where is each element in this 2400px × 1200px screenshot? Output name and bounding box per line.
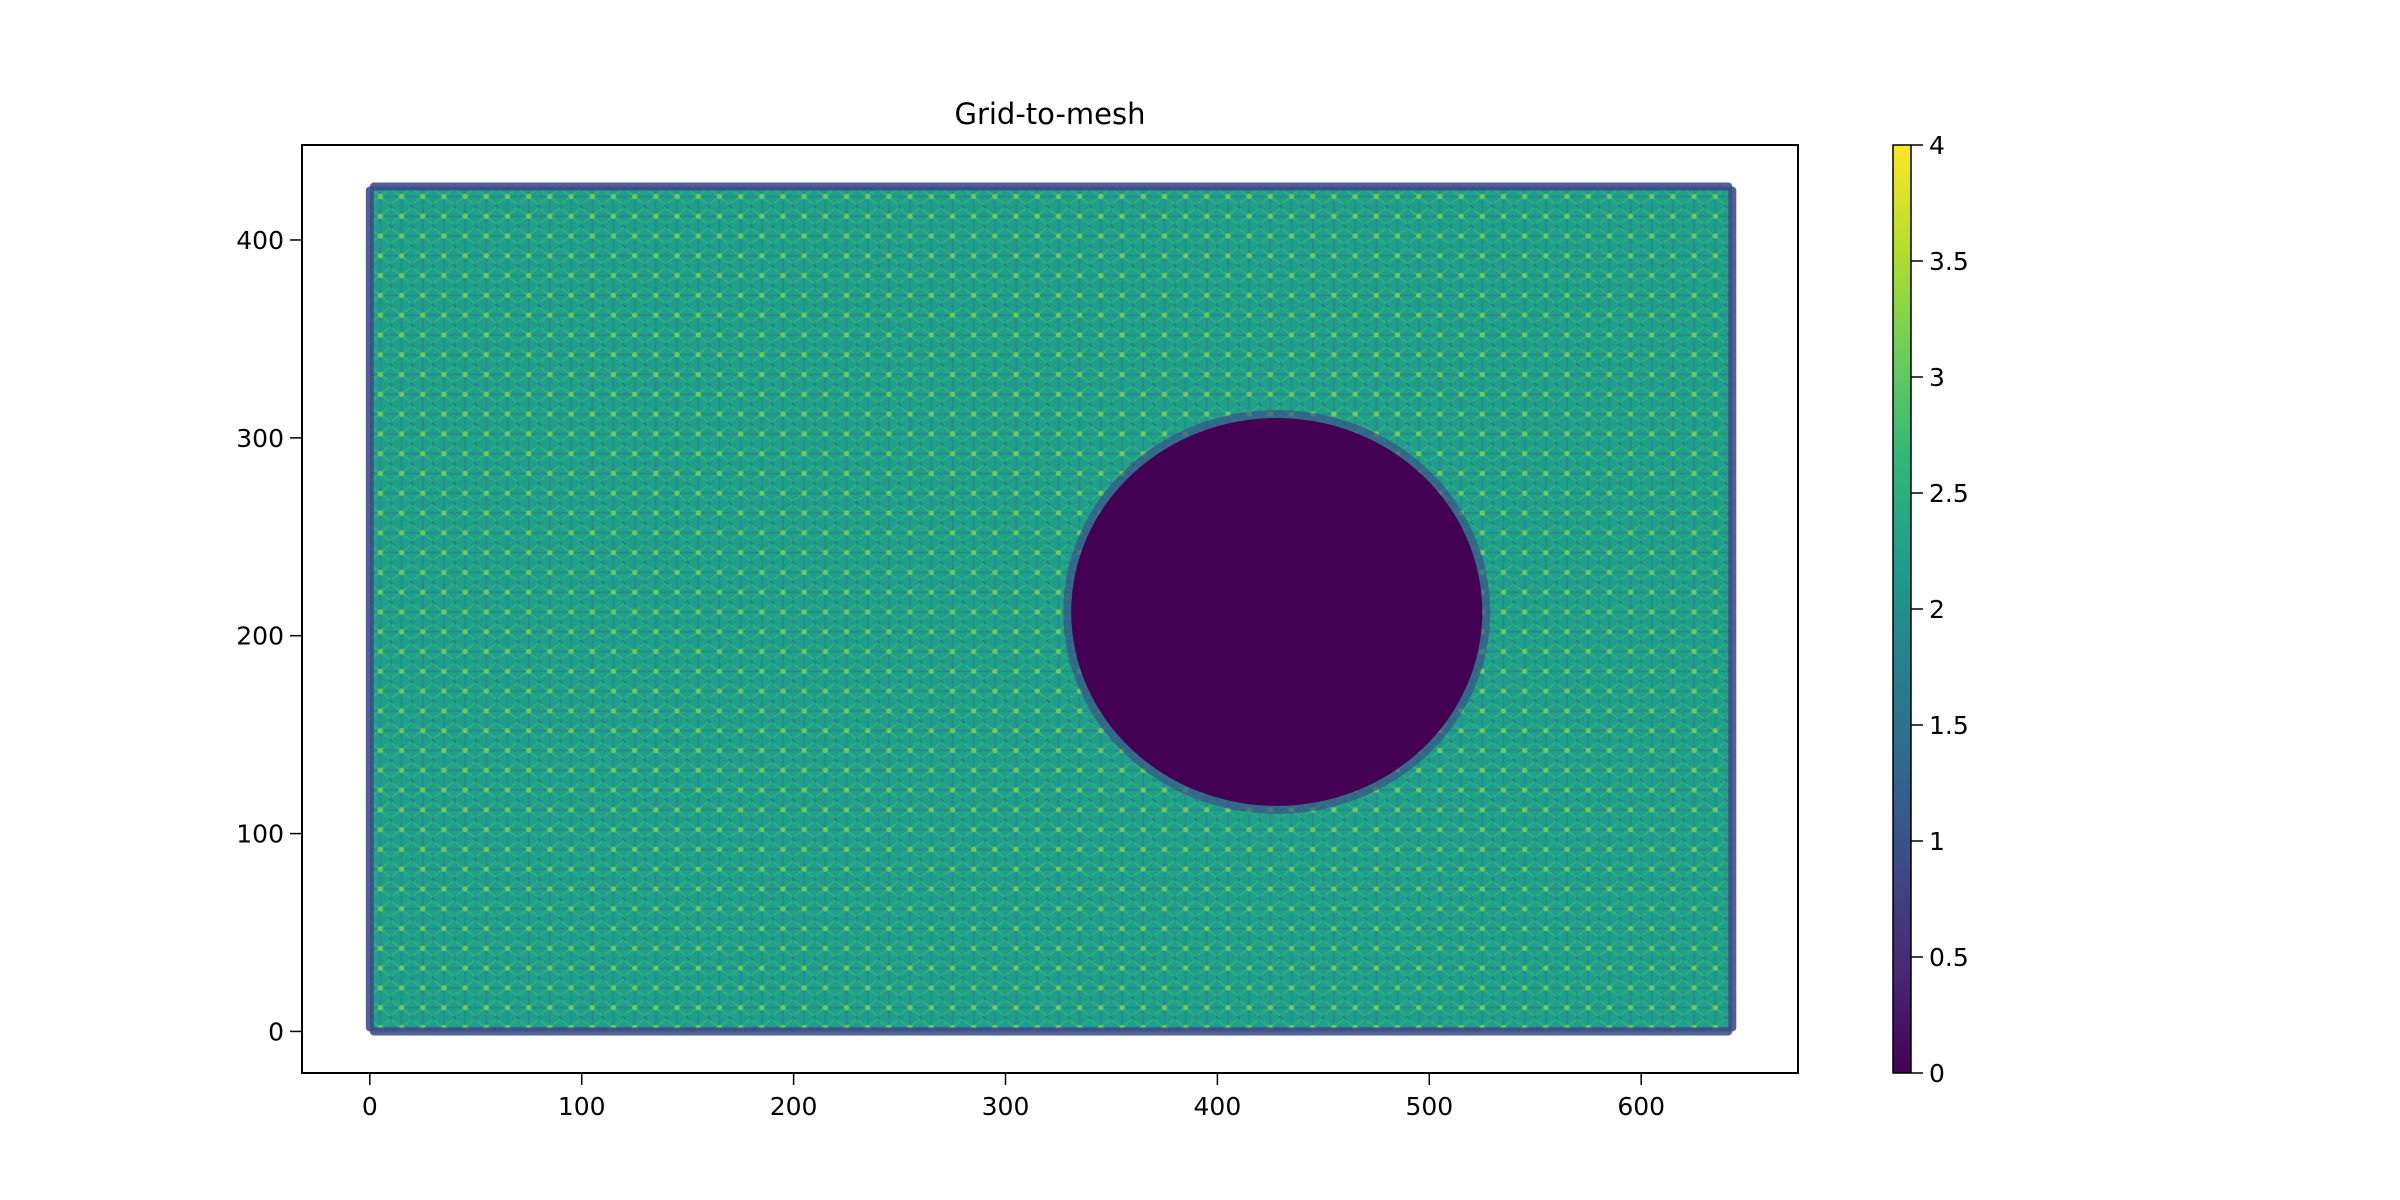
colorbar-bar (1893, 145, 1911, 1073)
x-tick-label: 400 (1194, 1092, 1242, 1121)
mesh-edge-top (369, 182, 1733, 191)
colorbar: 0 0.5 1 1.5 2 2.5 3 3.5 4 (1892, 131, 1969, 1088)
x-tick-label: 200 (770, 1092, 818, 1121)
colorbar-tick-label: 4 (1929, 131, 1945, 160)
colorbar-tick-label: 3 (1929, 363, 1945, 392)
x-tick-label: 0 (362, 1092, 378, 1121)
mesh-point-field (369, 186, 1733, 1032)
y-tick-label: 300 (236, 424, 284, 453)
x-tick-label: 100 (558, 1092, 606, 1121)
x-axis: 0 100 200 300 400 500 600 (362, 1073, 1665, 1121)
colorbar-tick-label: 0 (1929, 1059, 1945, 1088)
y-tick-label: 0 (268, 1017, 284, 1046)
mesh-edge-bottom (369, 1027, 1733, 1036)
zero-value-hole (1071, 418, 1483, 806)
colorbar-tick-label: 2.5 (1929, 479, 1969, 508)
mesh-edge-left (365, 186, 374, 1032)
colorbar-tick-label: 1.5 (1929, 711, 1969, 740)
colorbar-tick-label: 2 (1929, 595, 1945, 624)
colorbar-tick-label: 1 (1929, 827, 1945, 856)
colorbar-tick-label: 0.5 (1929, 943, 1969, 972)
y-tick-label: 200 (236, 622, 284, 651)
mesh-edge-right (1728, 186, 1737, 1032)
plot-area (302, 145, 1798, 1073)
x-tick-label: 600 (1617, 1092, 1665, 1121)
colorbar-ticks: 0 0.5 1 1.5 2 2.5 3 3.5 4 (1911, 131, 1969, 1088)
x-tick-label: 500 (1405, 1092, 1453, 1121)
plot-frame (301, 144, 1799, 1074)
chart-title: Grid-to-mesh (954, 97, 1145, 131)
colorbar-tick-label: 3.5 (1929, 247, 1969, 276)
y-axis: 0 100 200 300 400 (236, 226, 302, 1046)
y-tick-label: 400 (236, 226, 284, 255)
x-tick-label: 300 (982, 1092, 1030, 1121)
y-tick-label: 100 (236, 820, 284, 849)
